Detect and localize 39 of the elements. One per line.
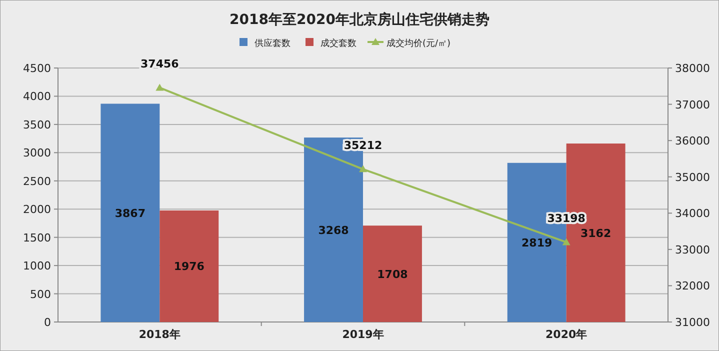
data-label: 1976 <box>174 260 205 274</box>
bar <box>160 210 219 322</box>
data-label: 3162 <box>580 226 612 240</box>
y-tick-label: 2500 <box>23 174 51 188</box>
point <box>562 238 570 246</box>
y2-tick-label: 36000 <box>675 134 710 148</box>
y2-tick-label: 34000 <box>675 207 710 220</box>
data-label: 2819 <box>522 236 552 250</box>
y-tick-label: 1500 <box>23 231 51 244</box>
legend-label: 供应套数 <box>254 38 290 49</box>
data-label: 35212 <box>344 139 382 152</box>
y-tick-label: 2000 <box>23 203 51 216</box>
legend-label: 成交套数 <box>320 38 356 49</box>
point <box>156 84 164 91</box>
y-tick-label: 4500 <box>23 62 51 75</box>
y-tick-label: 0 <box>44 316 51 329</box>
y-tick-label: 4000 <box>23 90 51 104</box>
y2-tick-label: 35000 <box>675 170 710 184</box>
legend-label: 成交均价(元/㎡) <box>386 38 451 49</box>
bar <box>100 104 160 322</box>
y2-tick-label: 32000 <box>675 280 710 293</box>
data-label: 1708 <box>377 268 408 281</box>
x-tick-label: 2019年 <box>342 328 384 341</box>
x-tick-label: 2018年 <box>138 328 180 341</box>
x-tick-label: 2020年 <box>546 328 588 341</box>
y2-tick-label: 31000 <box>675 316 710 329</box>
bar <box>363 226 422 322</box>
point <box>359 165 367 172</box>
y2-tick-label: 37000 <box>675 98 710 112</box>
data-label: 3867 <box>114 206 146 220</box>
data-label: 37456 <box>140 58 180 71</box>
chart-title: 2018年至2020年北京房山住宅供销走势 <box>230 11 490 28</box>
y-tick-label: 500 <box>30 288 51 301</box>
y-tick-label: 3500 <box>23 118 51 132</box>
y2-tick-label: 33000 <box>675 243 710 256</box>
y2-tick-label: 38000 <box>675 62 710 75</box>
data-label: 3268 <box>318 224 349 237</box>
y-tick-label: 3000 <box>23 146 51 160</box>
y-tick-label: 1000 <box>23 260 51 273</box>
